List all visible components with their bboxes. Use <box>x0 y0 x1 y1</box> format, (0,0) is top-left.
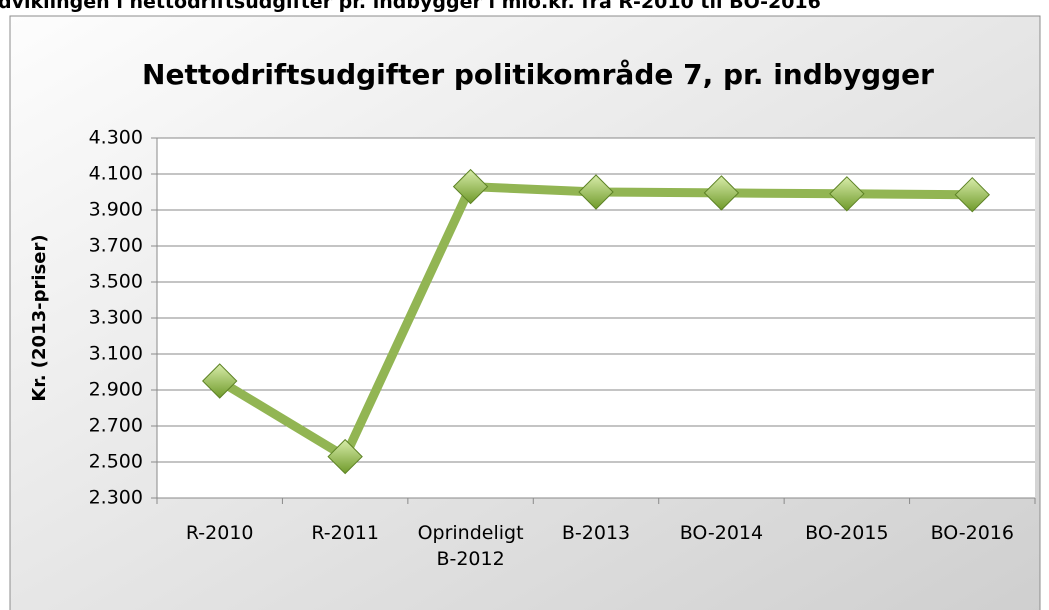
point <box>703 175 740 211</box>
point <box>327 438 363 475</box>
y-tick-label: 4.300 <box>89 127 143 149</box>
y-axis-label: Kr. (2013-priser) <box>29 234 50 401</box>
y-tick-label: 3.500 <box>89 271 143 293</box>
x-tick-label: R-2010 <box>185 522 254 544</box>
y-tick-label: 4.100 <box>89 163 143 185</box>
point <box>452 168 489 205</box>
point <box>578 174 614 210</box>
x-tick-label: BO-2014 <box>679 522 764 544</box>
x-tick-label: R-2011 <box>311 522 379 544</box>
x-tick-label: Oprindeligt B-2012 <box>417 522 524 570</box>
point <box>829 176 865 212</box>
y-tick-label: 3.900 <box>89 199 143 221</box>
x-tick-label: B-2013 <box>561 522 631 544</box>
y-tick-label: 2.700 <box>89 415 143 437</box>
x-tick-label: BO-2015 <box>805 522 889 544</box>
point <box>202 363 238 399</box>
y-tick-label: 3.100 <box>89 343 143 365</box>
y-tick-label: 2.300 <box>89 487 143 509</box>
caption: dviklingen i nettodriftsudgifter pr. ind… <box>0 0 821 13</box>
y-tick-label: 2.500 <box>89 451 143 473</box>
x-tick-label: BO-2016 <box>930 522 1014 544</box>
point <box>954 176 990 213</box>
y-tick-label: 2.900 <box>89 379 143 401</box>
y-tick-label: 3.300 <box>89 307 143 329</box>
chart-title: Nettodriftsudgifter politikområde 7, pr.… <box>142 58 934 91</box>
y-tick-label: 3.700 <box>89 235 143 257</box>
